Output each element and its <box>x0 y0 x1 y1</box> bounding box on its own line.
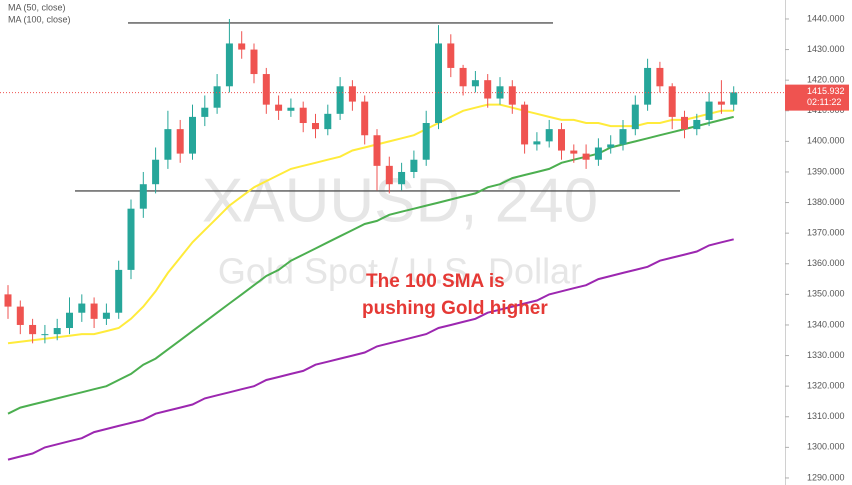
y-tick-label: 1430.000 <box>807 44 845 54</box>
candle-body <box>385 165 393 185</box>
candle-body <box>508 86 516 105</box>
y-tick-label: 1330.000 <box>807 350 845 360</box>
watermark-subtitle: Gold Spot / U.S. Dollar <box>218 251 582 292</box>
candle-body <box>705 101 713 120</box>
y-tick-label: 1400.000 <box>807 136 845 146</box>
candle-body <box>262 74 270 105</box>
candle-body <box>201 107 209 117</box>
candle-body <box>299 107 307 124</box>
candle-body <box>422 123 430 160</box>
y-tick-label: 1380.000 <box>807 197 845 207</box>
candle-body <box>127 208 135 270</box>
candle-body <box>336 86 344 114</box>
moving-average <box>7 103 734 345</box>
candle-body <box>78 303 86 313</box>
candle-body <box>361 101 369 136</box>
candle-body <box>607 144 615 148</box>
candle-body <box>582 153 590 160</box>
candle-body <box>324 113 332 130</box>
annotation: pushing Gold higher <box>362 298 548 319</box>
candle-body <box>570 150 578 154</box>
y-tick-label: 1350.000 <box>807 289 845 299</box>
candle-body <box>152 159 160 185</box>
y-tick-label: 1290.000 <box>807 472 845 482</box>
candle-body <box>459 67 467 87</box>
candle-body <box>484 80 492 99</box>
candle-body <box>41 334 49 336</box>
y-tick-label: 1340.000 <box>807 319 845 329</box>
candle-body <box>176 129 184 154</box>
candle-body <box>717 101 725 105</box>
candle-body <box>189 116 196 154</box>
candle-body <box>619 129 627 145</box>
candle-body <box>90 303 98 319</box>
candle-body <box>398 171 406 185</box>
candle-body <box>471 80 479 87</box>
y-tick-label: 1360.000 <box>807 258 845 268</box>
y-tick-label: 1300.000 <box>807 442 845 452</box>
moving-average <box>7 238 734 461</box>
candle-body <box>435 43 442 124</box>
candle-body <box>496 86 504 99</box>
y-tick-label: 1420.000 <box>807 75 845 85</box>
candle-body <box>730 92 738 105</box>
candle-body <box>250 49 258 75</box>
candle-body <box>164 129 172 160</box>
candle-body <box>373 135 381 166</box>
candle-body <box>4 294 12 307</box>
candle-body <box>631 104 639 130</box>
last-price-box <box>785 84 849 111</box>
candle-body <box>29 324 37 335</box>
candle-body <box>213 86 221 108</box>
candle-body <box>115 269 123 313</box>
candle-body <box>16 306 24 325</box>
candle-body <box>287 107 295 111</box>
candle-body <box>533 141 541 145</box>
countdown-label: 02:11:22 <box>807 97 841 107</box>
candle-body <box>693 119 701 130</box>
y-tick-label: 1390.000 <box>807 166 845 176</box>
y-tick-label: 1370.000 <box>807 228 845 238</box>
candle-body <box>66 312 73 329</box>
candle-body <box>558 129 565 151</box>
candle-body <box>53 328 61 335</box>
y-tick-label: 1440.000 <box>807 13 845 23</box>
candle-body <box>545 129 553 142</box>
candle-body <box>238 43 246 50</box>
annotation: The 100 SMA is <box>366 271 505 292</box>
last-price-label: 1415.932 <box>807 86 845 96</box>
candle-body <box>521 104 529 145</box>
candle-body <box>410 159 418 172</box>
candle-body <box>275 104 283 111</box>
y-tick-label: 1310.000 <box>807 411 845 421</box>
candle-body <box>102 312 110 319</box>
candle-body <box>447 43 455 68</box>
candle-body <box>644 67 652 105</box>
legend-entry: MA (100, close) <box>8 14 71 24</box>
y-tick-label: 1320.000 <box>807 381 845 391</box>
candle-body <box>348 86 356 102</box>
candle-body <box>594 147 602 160</box>
candle-body <box>668 86 676 117</box>
candle-body <box>312 123 319 130</box>
candle-body <box>139 184 147 209</box>
candle-body <box>656 67 664 87</box>
legend-entry: MA (50, close) <box>8 2 66 12</box>
candle-body <box>681 116 688 130</box>
candle-body <box>225 43 233 87</box>
